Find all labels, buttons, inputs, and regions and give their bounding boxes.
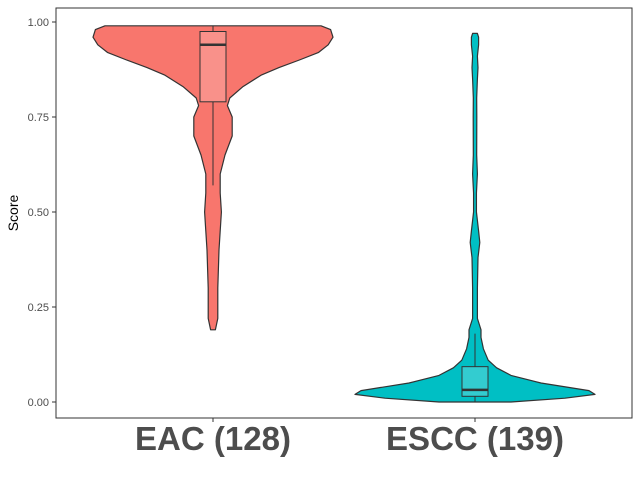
y-tick-label-5: 1.00 — [28, 17, 49, 29]
panel-border — [55, 7, 633, 419]
boxplot-group — [199, 25, 489, 402]
box-1 — [199, 31, 227, 103]
x-axis: EAC (128) ESCC (139) — [135, 418, 564, 457]
violin-group — [92, 25, 596, 403]
y-axis-title: Score — [5, 195, 21, 232]
violin-2 — [354, 32, 596, 403]
y-tick-label-1: 0.00 — [28, 397, 49, 409]
y-tick-label-3: 0.50 — [28, 207, 49, 219]
x-tick-label-1: EAC (128) — [135, 420, 291, 457]
y-axis: 0.00 0.25 0.50 0.75 1.00 — [28, 17, 56, 409]
box-2 — [461, 366, 489, 397]
x-tick-label-2: ESCC (139) — [386, 420, 564, 457]
y-tick-label-2: 0.25 — [28, 302, 49, 314]
y-tick-label-4: 0.75 — [28, 112, 49, 124]
